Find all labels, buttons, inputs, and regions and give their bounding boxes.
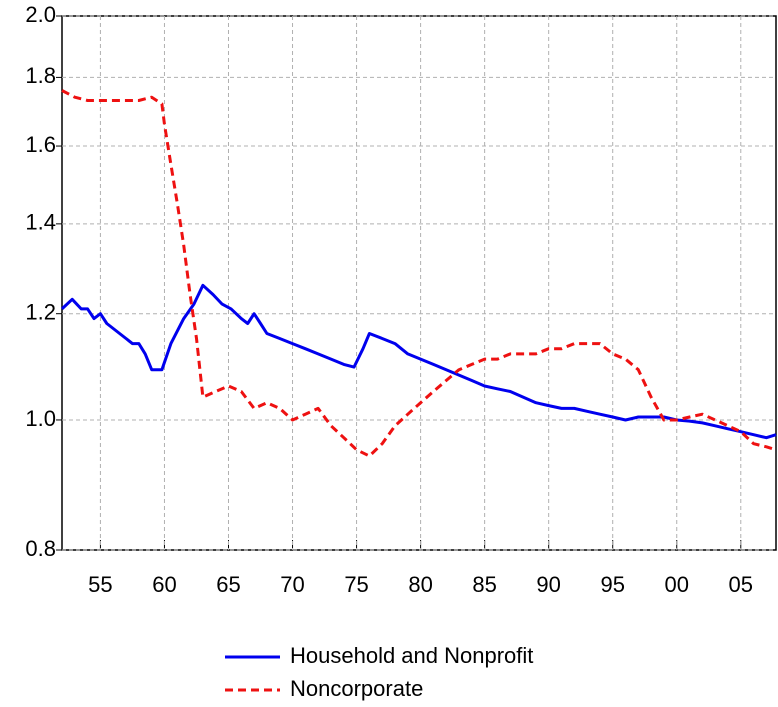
y-tick-label: 1.4 [25,210,56,235]
x-tick-label: 80 [408,572,432,597]
x-tick-label: 55 [88,572,112,597]
legend-label: Household and Nonprofit [290,643,533,668]
y-tick-label: 1.0 [25,406,56,431]
x-tick-label: 00 [665,572,689,597]
x-tick-label: 60 [152,572,176,597]
x-tick-label: 75 [344,572,368,597]
x-tick-label: 85 [472,572,496,597]
series-line [61,89,777,458]
x-tick-label: 05 [729,572,753,597]
series-line [60,283,777,440]
x-tick-label: 90 [536,572,560,597]
y-tick-label: 1.6 [25,132,56,157]
y-tick-label: 0.8 [25,536,56,561]
y-tick-label: 1.2 [25,300,56,325]
x-tick-label: 65 [216,572,240,597]
y-tick-label: 2.0 [25,2,56,27]
x-tick-label: 70 [280,572,304,597]
x-tick-label: 95 [600,572,624,597]
legend-label: Noncorporate [290,676,423,701]
y-tick-label: 1.8 [25,63,56,88]
plot-frame [61,15,777,551]
